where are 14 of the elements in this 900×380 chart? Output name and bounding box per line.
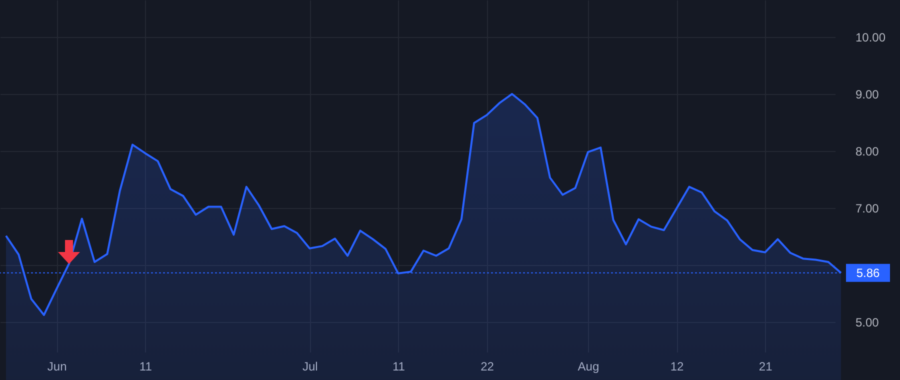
x-tick-label: 11 [392, 360, 406, 374]
x-tick-label: Jun [47, 360, 67, 374]
y-tick-label: 9.00 [856, 87, 880, 102]
x-tick-label: 21 [758, 360, 773, 374]
x-tick-label: Jul [302, 360, 318, 374]
x-tick-label: 22 [480, 360, 494, 374]
ref-line-label: 5.86 [856, 266, 880, 280]
x-tick-label: 11 [139, 360, 152, 374]
y-tick-label: 8.00 [856, 144, 880, 158]
x-tick-label: 12 [670, 360, 684, 374]
y-tick-label: 5.00 [856, 315, 880, 330]
y-tick-label: 10.00 [856, 30, 886, 45]
x-tick-label: Aug [578, 360, 600, 374]
y-tick-label: 7.00 [856, 201, 880, 216]
